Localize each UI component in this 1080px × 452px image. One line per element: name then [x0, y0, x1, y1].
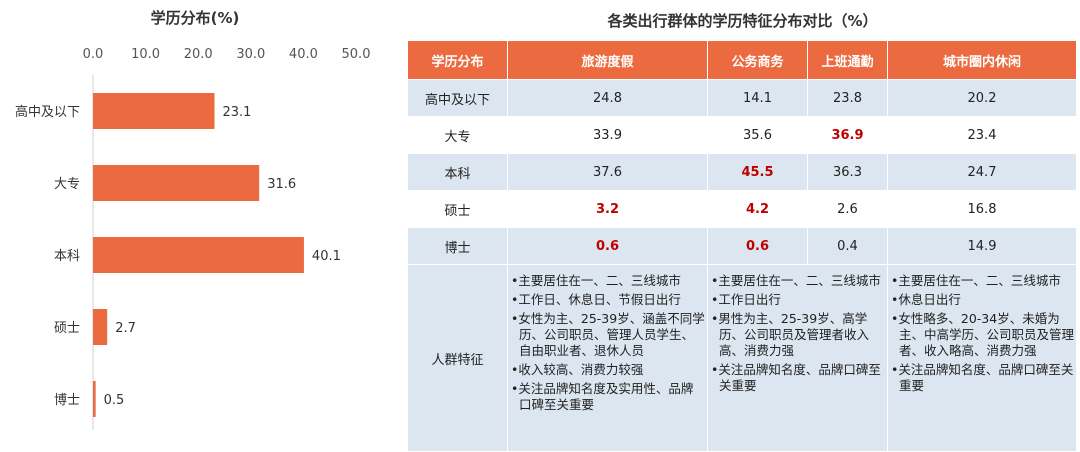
value-label: 0.5	[104, 393, 125, 408]
category-label: 本科	[54, 249, 80, 264]
row-label: 硕士	[407, 190, 508, 228]
trait-item: •主要居住在一、二、三线城市	[891, 273, 1061, 288]
trait-item: •关注品牌知名度、品牌口碑至关重要	[891, 362, 1074, 393]
table-cell: 16.8	[887, 190, 1077, 228]
header-education: 学历分布	[407, 40, 508, 80]
x-tick-label: 10.0	[131, 47, 160, 62]
table-cell: 36.9	[807, 116, 888, 154]
table-row: 大专 33.9 35.6 36.9 23.4	[407, 116, 1077, 154]
value-label: 40.1	[312, 249, 341, 264]
header-city-leisure: 城市圈内休闲	[887, 40, 1077, 80]
row-label: 博士	[407, 227, 508, 265]
table-cell: 23.4	[887, 116, 1077, 154]
table-title: 各类出行群体的学历特征分布对比（%）	[607, 12, 878, 30]
table-cell: 0.6	[707, 227, 808, 265]
category-label: 硕士	[54, 321, 80, 336]
table-row: 高中及以下 24.8 14.1 23.8 20.2	[407, 79, 1077, 117]
table-cell: 36.3	[807, 153, 888, 191]
traits-business-commute: •主要居住在一、二、三线城市 •工作日出行 •男性为主、25-39岁、高学历、公司职…	[707, 264, 888, 452]
traits-city-leisure: •主要居住在一、二、三线城市 •休息日出行 •女性略多、20-34岁、未婚为主、中高…	[887, 264, 1077, 452]
trait-item: •收入较高、消费力较强	[511, 362, 644, 377]
trait-item: •工作日出行	[711, 292, 781, 307]
table-cell: 3.2	[507, 190, 708, 228]
trait-item: •休息日出行	[891, 292, 961, 307]
header-leisure-travel: 旅游度假	[507, 40, 708, 80]
chart-title: 学历分布(%)	[151, 9, 240, 27]
table-cell: 33.9	[507, 116, 708, 154]
table-cell: 24.7	[887, 153, 1077, 191]
trait-item: •女性为主、25-39岁、涵盖不同学历、公司职员、管理人员学生、自由职业者、退休…	[511, 311, 705, 358]
x-tick-label: 0.0	[83, 47, 104, 62]
table-row: 本科 37.6 45.5 36.3 24.7	[407, 153, 1077, 191]
row-label: 大专	[407, 116, 508, 154]
table-header-row: 学历分布 旅游度假 公务商务 上班通勤 城市圈内休闲	[407, 40, 1077, 80]
table-row: 硕士 3.2 4.2 2.6 16.8	[407, 190, 1077, 228]
table-cell: 20.2	[887, 79, 1077, 117]
x-tick-label: 40.0	[289, 47, 318, 62]
row-label: 本科	[407, 153, 508, 191]
education-comparison-table-panel: 各类出行群体的学历特征分布对比（%） 学历分布 旅游度假 公务商务 上班通勤 城…	[405, 0, 1080, 452]
bar	[93, 381, 96, 417]
trait-item: •关注品牌知名度、品牌口碑至关重要	[711, 362, 881, 393]
traits-label: 人群特征	[407, 264, 508, 452]
trait-item: •女性略多、20-34岁、未婚为主、中高学历、公司职员及管理者、收入略高、消费力…	[891, 311, 1075, 358]
table-cell: 14.9	[887, 227, 1077, 265]
value-label: 2.7	[115, 321, 136, 336]
header-business: 公务商务	[707, 40, 808, 80]
bar	[93, 93, 215, 129]
table-row: 博士 0.6 0.6 0.4 14.9	[407, 227, 1077, 265]
bar-chart-svg: 学历分布(%) 0.0 10.0 20.0 30.0 40.0 50.0 高中及以下 23.…	[15, 9, 371, 430]
x-tick-label: 50.0	[342, 47, 371, 62]
row-label: 高中及以下	[407, 79, 508, 117]
bar	[93, 309, 108, 345]
trait-item: •工作日、休息日、节假日出行	[511, 292, 681, 307]
table-cell: 23.8	[807, 79, 888, 117]
traits-row: 人群特征 •主要居住在一、二、三线城市 •工作日、休息日、节假日出行 •女性为主、2…	[407, 264, 1077, 452]
trait-item: •关注品牌知名度及实用性、品牌口碑至关重要	[511, 381, 694, 412]
header-commute: 上班通勤	[807, 40, 888, 80]
table-cell: 14.1	[707, 79, 808, 117]
category-label: 高中及以下	[15, 104, 80, 120]
x-tick-label: 30.0	[236, 47, 265, 62]
value-label: 31.6	[267, 177, 296, 192]
table-cell: 37.6	[507, 153, 708, 191]
category-label: 博士	[54, 393, 80, 408]
table-cell: 45.5	[707, 153, 808, 191]
table-cell: 0.4	[807, 227, 888, 265]
value-label: 23.1	[223, 105, 252, 120]
education-bar-chart: 学历分布(%) 0.0 10.0 20.0 30.0 40.0 50.0 高中及以下 23.…	[0, 0, 400, 445]
table-cell: 35.6	[707, 116, 808, 154]
table-cell: 0.6	[507, 227, 708, 265]
traits-leisure-travel: •主要居住在一、二、三线城市 •工作日、休息日、节假日出行 •女性为主、25-39岁…	[507, 264, 708, 452]
table-cell: 24.8	[507, 79, 708, 117]
table-cell: 4.2	[707, 190, 808, 228]
table-cell: 2.6	[807, 190, 888, 228]
bar	[93, 237, 304, 273]
bar	[93, 165, 260, 201]
x-tick-label: 20.0	[184, 47, 213, 62]
trait-item: •男性为主、25-39岁、高学历、公司职员及管理者收入高、消费力强	[711, 311, 870, 358]
category-label: 大专	[54, 177, 80, 192]
comparison-table: 学历分布 旅游度假 公务商务 上班通勤 城市圈内休闲 高中及以下 24.8 14.1…	[407, 40, 1077, 452]
trait-item: •主要居住在一、二、三线城市	[511, 273, 681, 288]
trait-item: •主要居住在一、二、三线城市	[711, 273, 881, 288]
